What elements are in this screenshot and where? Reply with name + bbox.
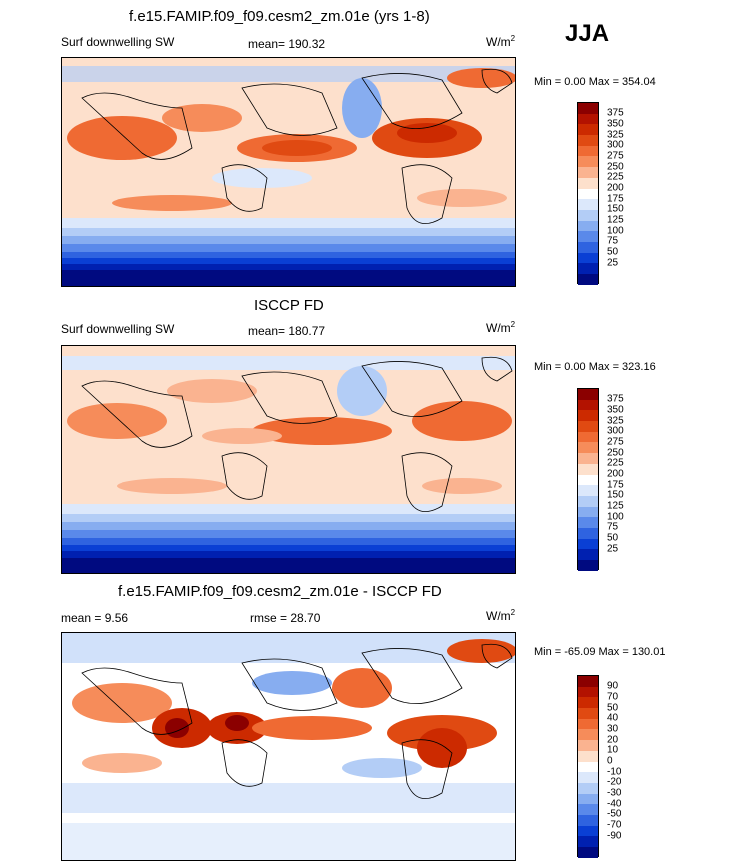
- min-max-label: Min = 0.00 Max = 323.16: [534, 361, 656, 373]
- colorbar-tick: 350: [607, 118, 624, 130]
- colorbar-tick: -50: [607, 808, 622, 820]
- colorbar-tick: 250: [607, 161, 624, 173]
- colorbar-tick: 50: [607, 246, 619, 258]
- units-label: W/m2: [486, 608, 515, 623]
- colorbar-tick: 20: [607, 734, 619, 746]
- colorbar-tick: 25: [607, 257, 619, 269]
- panel-title: f.e15.FAMIP.f09_f09.cesm2_zm.01e - ISCCP…: [118, 583, 442, 600]
- variable-label: Surf downwelling SW: [61, 322, 175, 336]
- colorbar-tick: 350: [607, 404, 624, 416]
- min-max-label: Min = -65.09 Max = 130.01: [534, 646, 666, 658]
- colorbar-tick: 75: [607, 521, 619, 533]
- panel-title: ISCCP FD: [254, 297, 324, 314]
- units-base: W/m: [486, 35, 511, 49]
- rmse-label: rmse = 28.70: [250, 611, 321, 625]
- units-exponent: 2: [510, 320, 516, 329]
- colorbar-tick: 50: [607, 702, 619, 714]
- colorbar-tick: 225: [607, 171, 624, 183]
- colorbar-tick: 300: [607, 139, 624, 151]
- colorbar-tick: 300: [607, 425, 624, 437]
- units-base: W/m: [486, 609, 511, 623]
- colorbar-tick: 200: [607, 182, 624, 194]
- panel-title: f.e15.FAMIP.f09_f09.cesm2_zm.01e (yrs 1-…: [129, 8, 430, 25]
- world-map: [61, 57, 516, 287]
- colorbar-tick: 75: [607, 235, 619, 247]
- colorbar-tick: -10: [607, 766, 622, 778]
- colorbar-tick: -40: [607, 798, 622, 810]
- min-max-label: Min = 0.00 Max = 354.04: [534, 76, 656, 88]
- colorbar-tick: -70: [607, 819, 622, 831]
- colorbar-tick: 375: [607, 107, 624, 119]
- colorbar-tick: 175: [607, 479, 624, 491]
- colorbar-tick: 250: [607, 447, 624, 459]
- colorbar-tick: 325: [607, 415, 624, 427]
- colorbar-tick: 225: [607, 457, 624, 469]
- colorbar-tick: 150: [607, 489, 624, 501]
- colorbar-tick: 275: [607, 150, 624, 162]
- colorbar-tick: 125: [607, 214, 624, 226]
- colorbar: [577, 388, 599, 571]
- map-field: [62, 58, 515, 286]
- variable-label: Surf downwelling SW: [61, 35, 175, 49]
- colorbar-tick: 200: [607, 468, 624, 480]
- colorbar-tick: -90: [607, 830, 622, 842]
- units-exponent: 2: [510, 34, 516, 43]
- map-field: [62, 633, 515, 860]
- colorbar-tick: 10: [607, 744, 619, 756]
- mean-label: mean= 190.32: [248, 37, 326, 51]
- mean-label: mean= 180.77: [248, 324, 326, 338]
- units-label: W/m2: [486, 320, 515, 335]
- colorbar-tick: 30: [607, 723, 619, 735]
- colorbar-tick: 100: [607, 225, 624, 237]
- colorbar-tick: 40: [607, 712, 619, 724]
- world-map: [61, 345, 516, 574]
- colorbar-tick: 325: [607, 129, 624, 141]
- colorbar-tick: 0: [607, 755, 613, 767]
- world-map: [61, 632, 516, 861]
- colorbar-tick: 275: [607, 436, 624, 448]
- colorbar-tick: 25: [607, 543, 619, 555]
- colorbar-tick: -30: [607, 787, 622, 799]
- units-base: W/m: [486, 321, 511, 335]
- units-label: W/m2: [486, 34, 515, 49]
- colorbar-tick: 125: [607, 500, 624, 512]
- colorbar-tick: -20: [607, 776, 622, 788]
- units-exponent: 2: [510, 608, 516, 617]
- colorbar-tick: 50: [607, 532, 619, 544]
- colorbar: [577, 102, 599, 285]
- colorbar-tick: 175: [607, 193, 624, 205]
- colorbar-tick: 70: [607, 691, 619, 703]
- colorbar-tick: 150: [607, 203, 624, 215]
- season-label: JJA: [565, 20, 610, 47]
- colorbar-tick: 375: [607, 393, 624, 405]
- map-field: [62, 346, 515, 573]
- colorbar: [577, 675, 599, 858]
- colorbar-tick: 90: [607, 680, 619, 692]
- mean-label: mean = 9.56: [61, 611, 129, 625]
- colorbar-tick: 100: [607, 511, 624, 523]
